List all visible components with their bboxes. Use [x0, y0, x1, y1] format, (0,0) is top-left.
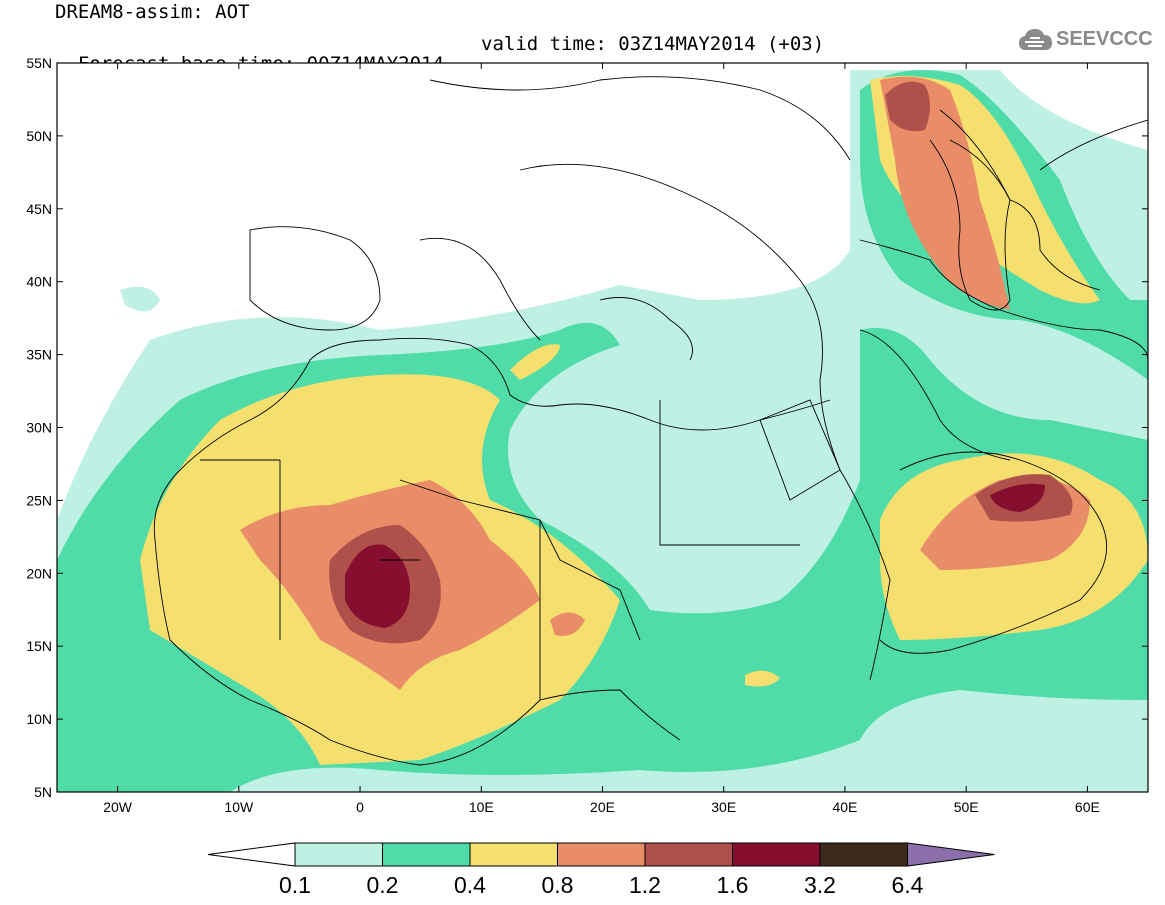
- colorbar-level-label: 3.2: [804, 872, 836, 898]
- colorbar-level-label: 6.4: [892, 872, 924, 898]
- lat-tick-label: 15N: [26, 638, 52, 654]
- latitude-axis: 55N 50N 45N 40N 35N 30N 25N 20N 15N 10N 5N: [26, 55, 1148, 800]
- lon-tick-label: 10E: [469, 799, 494, 815]
- aot-colorbar: 0.1 0.2 0.4 0.8 1.2 1.6 3.2 6.4: [207, 842, 995, 898]
- logo-text: SEEVCCC: [1056, 28, 1153, 50]
- colorbar-over-triangle: [907, 842, 995, 867]
- lat-tick-label: 20N: [26, 565, 52, 581]
- aot-band-1.6: [345, 483, 1045, 628]
- seevccc-logo: SEEVCCC: [1018, 26, 1153, 56]
- colorbar-swatch: [819, 842, 908, 867]
- lat-tick-label: 5N: [34, 784, 52, 800]
- lon-tick-label: 60E: [1075, 799, 1100, 815]
- colorbar-swatch: [382, 842, 471, 867]
- lon-tick-label: 0: [356, 799, 364, 815]
- lon-tick-label: 20W: [103, 799, 133, 815]
- lat-tick-label: 35N: [26, 347, 52, 363]
- lon-tick-label: 40E: [832, 799, 857, 815]
- colorbar-level-label: 0.8: [542, 872, 574, 898]
- colorbar-swatch: [732, 842, 821, 867]
- aot-field: [57, 63, 1148, 792]
- colorbar-swatch: [294, 842, 383, 867]
- lon-tick-label: 10W: [224, 799, 254, 815]
- lat-tick-label: 30N: [26, 420, 52, 436]
- lat-tick-label: 50N: [26, 128, 52, 144]
- colorbar-swatch: [469, 842, 558, 867]
- coastlines: [153, 76, 1148, 766]
- valid-time-text: valid time: 03Z14MAY2014 (+03): [481, 33, 825, 55]
- cloud-icon: [1019, 29, 1052, 50]
- colorbar-level-label: 0.4: [454, 872, 486, 898]
- colorbar-level-label: 0.1: [279, 872, 311, 898]
- lon-tick-label: 30E: [711, 799, 736, 815]
- colorbar-under-triangle: [207, 842, 296, 867]
- lat-tick-label: 25N: [26, 492, 52, 508]
- colorbar-level-label: 1.6: [717, 872, 749, 898]
- colorbar-swatch: [557, 842, 646, 867]
- lat-tick-label: 55N: [26, 55, 52, 71]
- colorbar-level-label: 1.2: [629, 872, 661, 898]
- colorbar-level-label: 0.2: [367, 872, 399, 898]
- lat-tick-label: 40N: [26, 274, 52, 290]
- longitude-axis: 20W 10W 0 10E 20E 30E 40E 50E 60E: [103, 63, 1100, 815]
- lon-tick-label: 50E: [954, 799, 979, 815]
- map-title: DREAM8-assim: AOT: [55, 1, 250, 23]
- lat-tick-label: 45N: [26, 201, 52, 217]
- lat-tick-label: 10N: [26, 711, 52, 727]
- lon-tick-label: 20E: [590, 799, 615, 815]
- colorbar-swatch: [644, 842, 733, 867]
